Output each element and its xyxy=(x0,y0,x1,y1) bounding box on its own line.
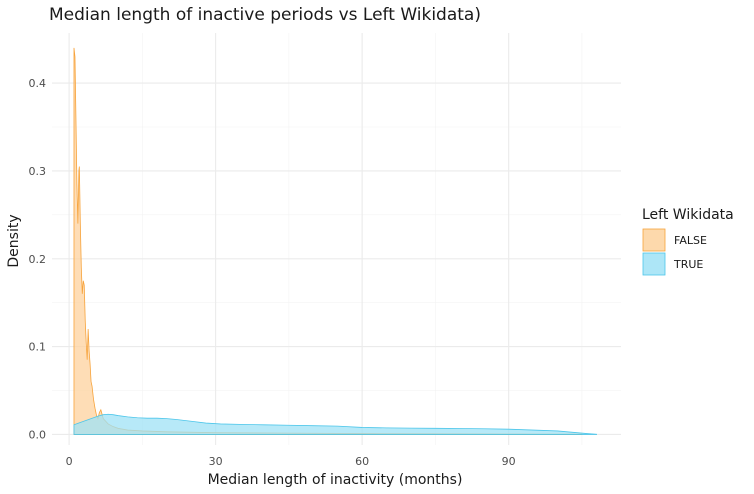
density-areas xyxy=(73,47,597,435)
x-tick-label: 90 xyxy=(502,455,516,468)
legend: Left Wikidata FALSE TRUE xyxy=(642,207,734,276)
x-axis-title: Median length of inactivity (months) xyxy=(208,472,463,488)
legend-keys: FALSE TRUE xyxy=(642,228,707,276)
y-tick-label: 0.3 xyxy=(29,165,47,178)
x-tick-label: 30 xyxy=(209,455,223,468)
y-axis-title: Density xyxy=(6,214,22,267)
legend-title: Left Wikidata xyxy=(642,207,734,223)
legend-key-true xyxy=(642,252,666,276)
legend-label-false: FALSE xyxy=(674,234,707,247)
chart-title: Median length of inactive periods vs Lef… xyxy=(49,5,481,25)
x-tick-label: 60 xyxy=(355,455,369,468)
y-tick-label: 0.0 xyxy=(29,428,47,441)
grid xyxy=(52,33,621,445)
legend-key-false xyxy=(642,228,666,252)
density-area-true xyxy=(73,413,597,435)
y-tick-label: 0.4 xyxy=(29,77,47,90)
legend-label-true: TRUE xyxy=(673,258,703,271)
density-area-false xyxy=(73,47,583,435)
x-axis-ticks: 0 30 60 90 xyxy=(66,455,516,468)
y-tick-label: 0.1 xyxy=(29,341,47,354)
y-tick-label: 0.2 xyxy=(29,253,47,266)
y-axis-ticks: 0.0 0.1 0.2 0.3 0.4 xyxy=(29,77,47,441)
x-tick-label: 0 xyxy=(66,455,73,468)
